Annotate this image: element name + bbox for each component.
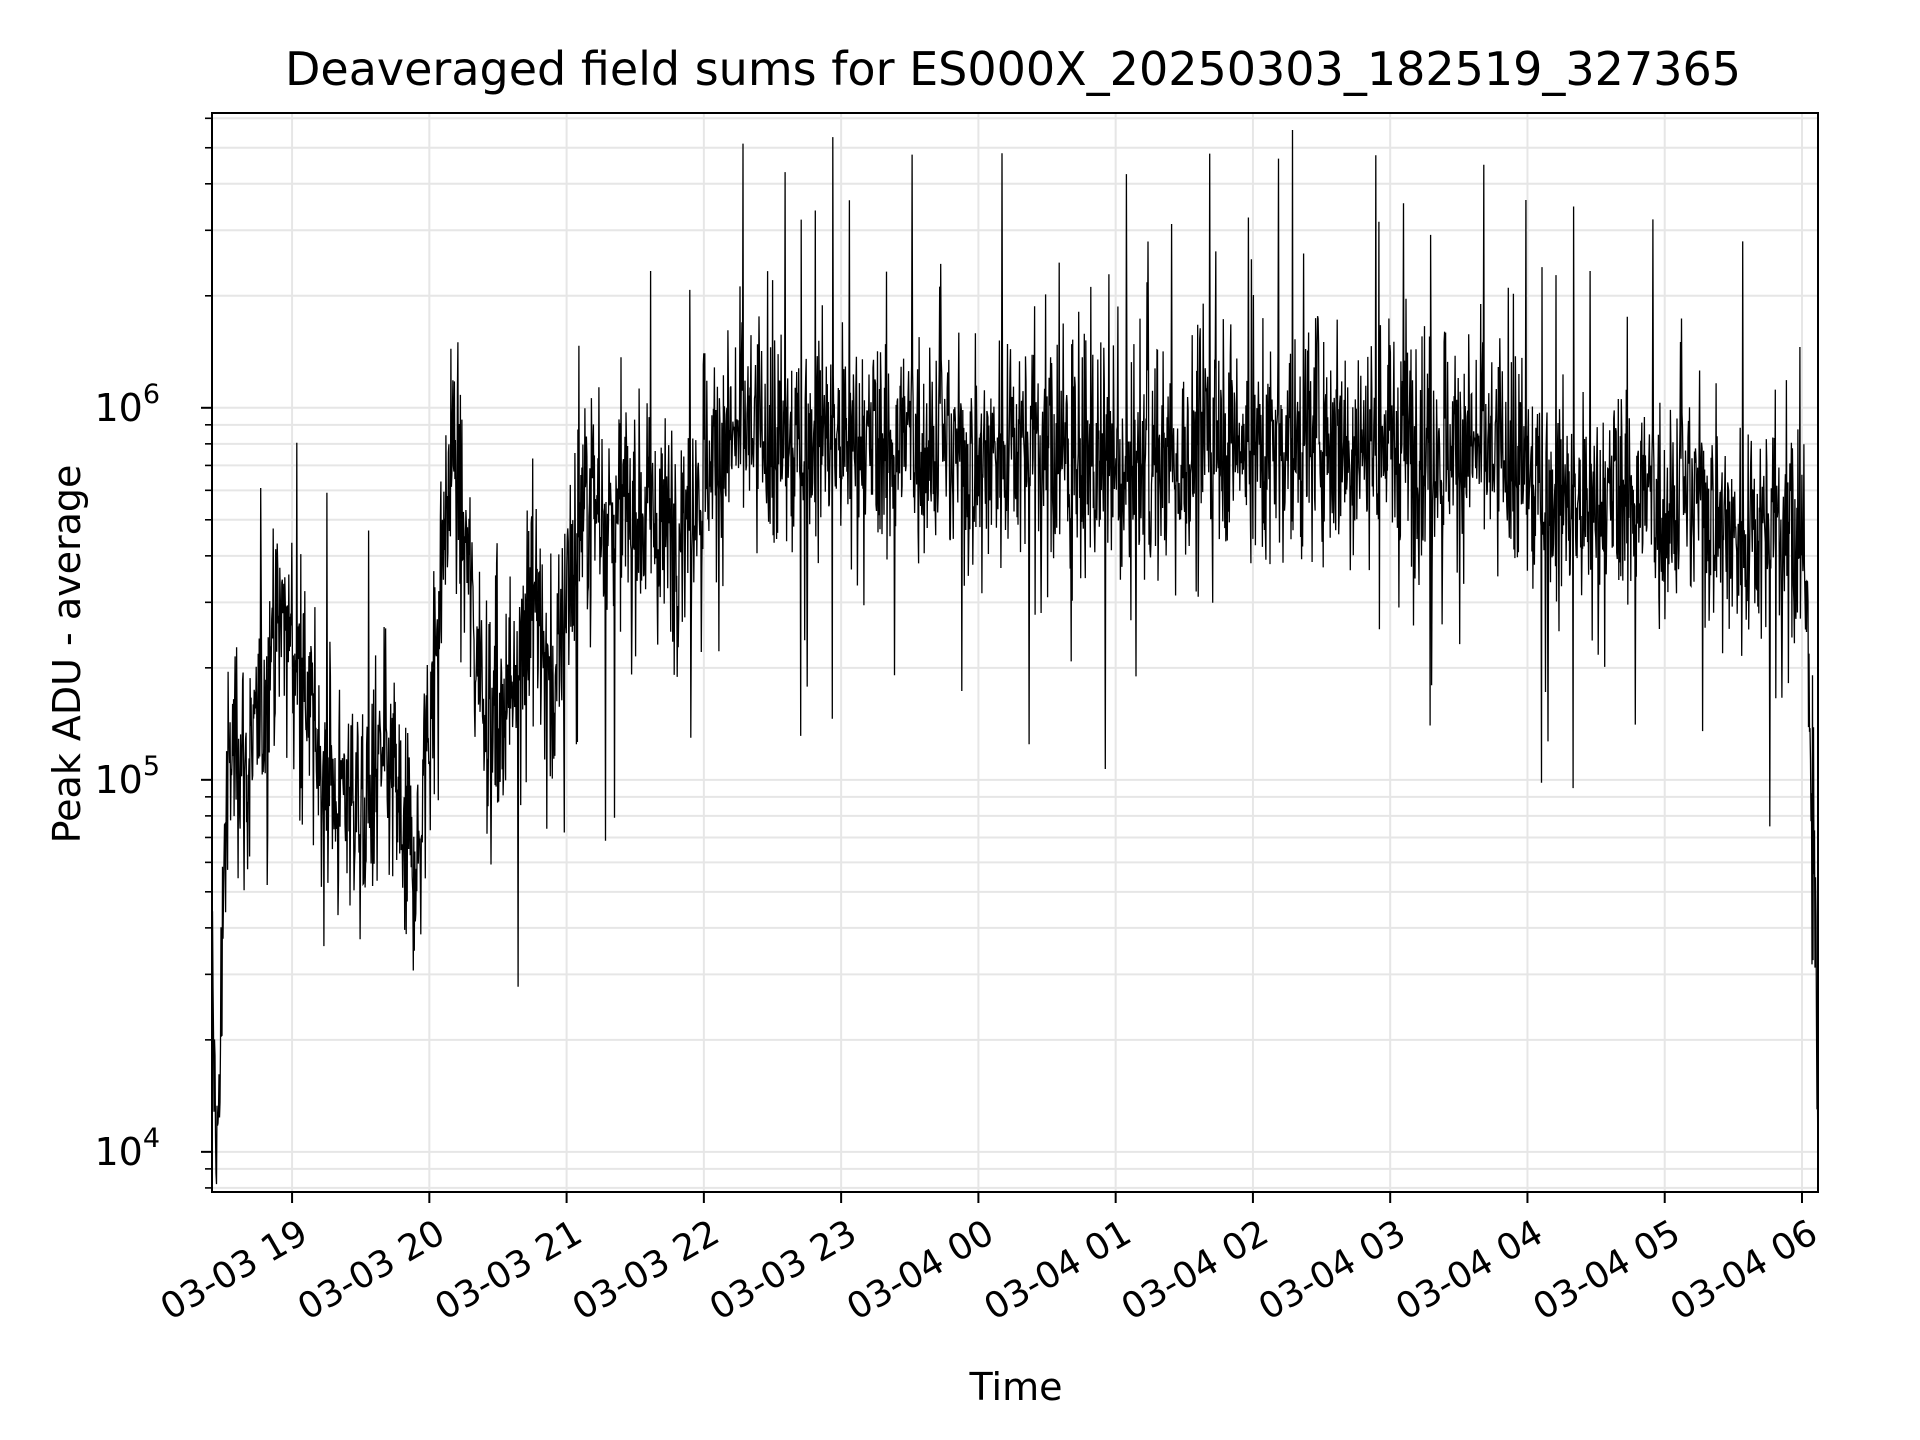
series-line-0 — [212, 129, 1818, 1185]
y-tick-label-exponent: 4 — [143, 1123, 160, 1154]
y-tick-label-exponent: 6 — [143, 379, 160, 410]
chart-title: Deaveraged field sums for ES000X_2025030… — [285, 42, 1741, 96]
axis-ticks — [201, 117, 1803, 1203]
y-tick-label-exponent: 5 — [143, 751, 160, 782]
plot-area-frame — [211, 112, 1819, 1193]
x-axis-label: Time — [969, 1365, 1063, 1409]
y-axis-label: Peak ADU - average — [45, 465, 89, 844]
plot-series — [212, 129, 1818, 1185]
grid-lines — [212, 113, 1818, 1192]
